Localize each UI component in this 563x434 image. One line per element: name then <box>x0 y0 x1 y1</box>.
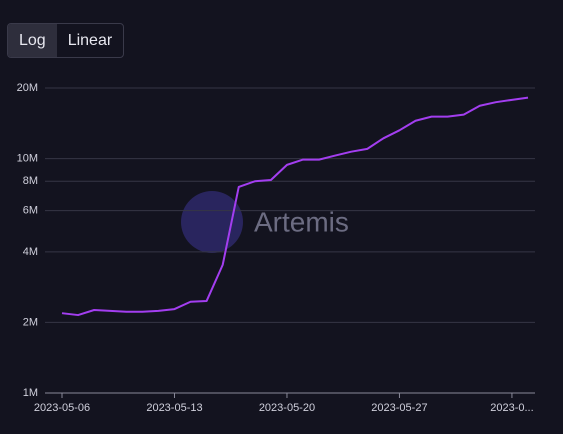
x-tick-label: 2023-05-13 <box>146 402 202 414</box>
y-tick-label: 2M <box>23 316 38 328</box>
watermark: Artemis <box>254 206 349 237</box>
linear-button[interactable]: Linear <box>67 32 113 49</box>
data-line <box>61 96 529 317</box>
x-tick-label: 2023-05-27 <box>371 402 427 414</box>
log-button[interactable]: Log <box>8 24 57 57</box>
scale-toggle: Log Linear <box>7 23 125 58</box>
y-tick-label: 20M <box>17 82 38 94</box>
x-tick-label: 2023-05-20 <box>259 402 315 414</box>
y-tick-label: 10M <box>17 152 38 164</box>
y-tick-label: 1M <box>23 387 38 399</box>
y-tick-label: 4M <box>23 246 38 258</box>
x-tick-label: 2023-05-06 <box>34 402 90 414</box>
x-tick-label: 2023-0... <box>490 402 533 414</box>
y-tick-label: 8M <box>23 175 38 187</box>
watermark-logo <box>181 191 243 253</box>
y-tick-label: 6M <box>23 204 38 216</box>
